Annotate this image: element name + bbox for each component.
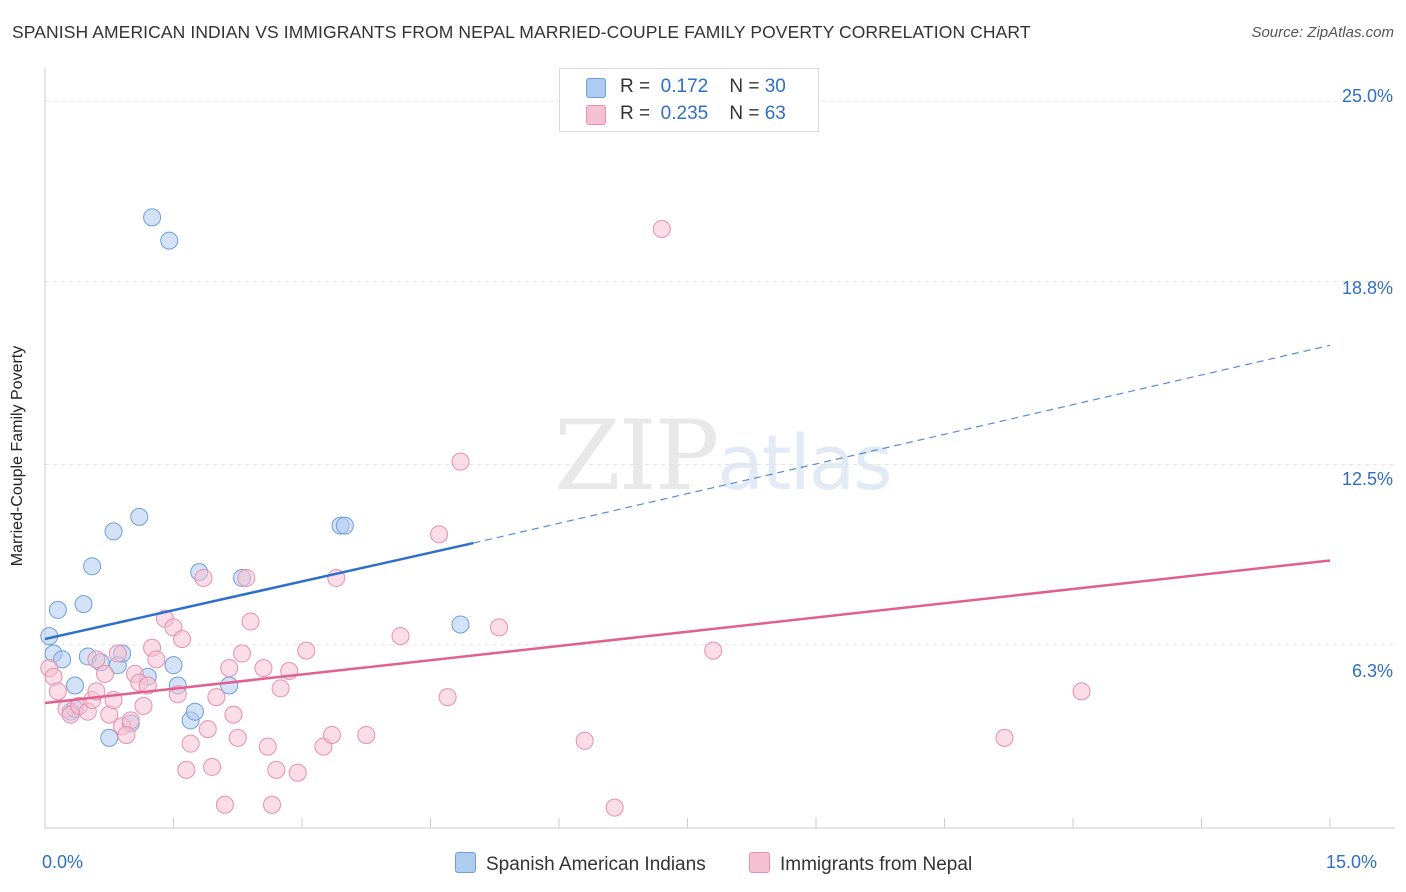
legend-item-spanish-american-indians: Spanish American Indians xyxy=(455,852,706,876)
point-immigrants-from-nepal xyxy=(134,696,153,715)
legend-swatch-pink xyxy=(586,105,606,125)
point-immigrants-from-nepal xyxy=(391,627,410,646)
point-immigrants-from-nepal xyxy=(995,728,1014,747)
point-spanish-american-indians xyxy=(130,507,149,526)
point-immigrants-from-nepal xyxy=(173,630,192,648)
point-immigrants-from-nepal xyxy=(267,760,286,779)
y-tick-label: 12.5% xyxy=(1341,469,1393,489)
point-spanish-american-indians xyxy=(53,650,72,669)
point-immigrants-from-nepal xyxy=(237,568,256,587)
point-immigrants-from-nepal xyxy=(95,664,114,683)
point-immigrants-from-nepal xyxy=(108,644,127,663)
y-tick-label: 25.0% xyxy=(1341,86,1393,106)
point-immigrants-from-nepal xyxy=(357,725,376,744)
legend-text: R = 0.235 N = 63 xyxy=(620,103,786,124)
point-spanish-american-indians xyxy=(335,516,354,535)
point-spanish-american-indians xyxy=(160,231,179,250)
point-immigrants-from-nepal xyxy=(138,676,157,695)
correlation-legend: R = 0.172 N = 30 R = 0.235 N = 63 xyxy=(559,68,819,132)
point-immigrants-from-nepal xyxy=(490,618,509,637)
point-immigrants-from-nepal xyxy=(258,737,277,756)
legend-swatch-blue xyxy=(455,852,476,873)
point-immigrants-from-nepal xyxy=(438,688,457,707)
point-spanish-american-indians xyxy=(48,600,67,619)
point-immigrants-from-nepal xyxy=(288,763,307,782)
trendline-spanish-american-indians xyxy=(44,541,474,641)
point-immigrants-from-nepal xyxy=(575,731,594,750)
point-immigrants-from-nepal xyxy=(177,760,196,779)
y-axis-label: Married-Couple Family Poverty xyxy=(9,345,26,567)
point-immigrants-from-nepal xyxy=(194,568,213,587)
trendline-immigrants-from-nepal xyxy=(44,559,1331,705)
x-tick-label: 0.0% xyxy=(42,852,84,872)
point-spanish-american-indians xyxy=(65,676,84,695)
point-immigrants-from-nepal xyxy=(271,679,290,698)
y-tick-label: 6.3% xyxy=(1351,661,1393,681)
point-spanish-american-indians xyxy=(451,615,470,634)
legend-item-immigrants-from-nepal: Immigrants from Nepal xyxy=(749,852,972,876)
point-immigrants-from-nepal xyxy=(297,641,316,660)
point-immigrants-from-nepal xyxy=(263,795,282,814)
point-immigrants-from-nepal xyxy=(430,525,449,544)
point-spanish-american-indians xyxy=(83,557,102,576)
point-immigrants-from-nepal xyxy=(233,644,252,663)
point-immigrants-from-nepal xyxy=(241,612,260,631)
point-immigrants-from-nepal xyxy=(605,798,624,817)
point-immigrants-from-nepal xyxy=(147,650,166,669)
point-immigrants-from-nepal xyxy=(168,685,187,704)
point-spanish-american-indians xyxy=(100,728,119,747)
point-immigrants-from-nepal xyxy=(228,728,247,747)
point-immigrants-from-nepal xyxy=(220,659,239,678)
legend-label: Immigrants from Nepal xyxy=(780,854,973,875)
point-immigrants-from-nepal xyxy=(215,795,234,814)
source-label: Source: ZipAtlas.com xyxy=(1251,24,1394,41)
point-immigrants-from-nepal xyxy=(652,220,671,239)
point-immigrants-from-nepal xyxy=(254,659,273,678)
point-immigrants-from-nepal xyxy=(207,688,226,707)
point-immigrants-from-nepal xyxy=(48,682,67,701)
watermark-atlas: atlas xyxy=(717,418,893,507)
watermark-zip: ZIP xyxy=(554,400,719,512)
legend-swatch-blue xyxy=(586,78,606,98)
point-spanish-american-indians xyxy=(164,656,183,675)
y-tick-label: 18.8% xyxy=(1341,278,1393,298)
point-immigrants-from-nepal xyxy=(224,705,243,724)
watermark: ZIPatlas xyxy=(554,400,893,512)
point-spanish-american-indians xyxy=(104,522,123,541)
point-immigrants-from-nepal xyxy=(451,452,470,471)
chart-title: SPANISH AMERICAN INDIAN VS IMMIGRANTS FR… xyxy=(12,22,1031,42)
point-immigrants-from-nepal xyxy=(1072,682,1091,701)
legend-label: Spanish American Indians xyxy=(486,854,706,875)
trendline-spanish-american-indians-projection xyxy=(473,344,1331,544)
point-immigrants-from-nepal xyxy=(87,650,106,669)
point-spanish-american-indians xyxy=(143,208,162,227)
legend-text: R = 0.172 N = 30 xyxy=(620,76,786,97)
point-spanish-american-indians xyxy=(185,702,204,721)
x-tick-label: 15.0% xyxy=(1326,852,1378,872)
point-immigrants-from-nepal xyxy=(704,641,723,660)
legend-swatch-pink xyxy=(749,852,770,873)
point-immigrants-from-nepal xyxy=(203,757,222,776)
point-immigrants-from-nepal xyxy=(181,734,200,753)
point-immigrants-from-nepal xyxy=(322,725,341,744)
point-immigrants-from-nepal xyxy=(117,725,136,744)
point-immigrants-from-nepal xyxy=(198,720,217,739)
point-spanish-american-indians xyxy=(74,595,93,614)
